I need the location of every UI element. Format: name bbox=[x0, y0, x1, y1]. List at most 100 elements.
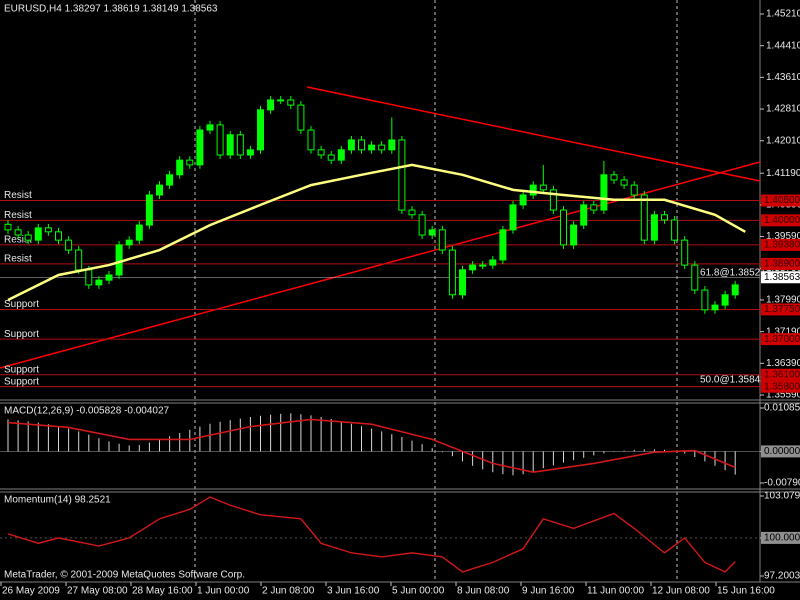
candle-body bbox=[307, 129, 315, 151]
candle-body bbox=[287, 99, 295, 106]
candle-body bbox=[469, 264, 477, 271]
price-label: 1.41190 bbox=[766, 168, 800, 179]
date-label: 15 Jun 16:00 bbox=[717, 586, 775, 597]
momentum-line bbox=[7, 496, 736, 573]
candle-body bbox=[701, 289, 709, 311]
trend-line bbox=[306, 86, 761, 182]
candle-body bbox=[14, 229, 22, 236]
level-tag bbox=[761, 333, 800, 346]
candle-body bbox=[539, 184, 547, 191]
momentum-title: Momentum(14) 98.2521 bbox=[4, 495, 111, 506]
date-label: 11 Jun 00:00 bbox=[587, 586, 645, 597]
candle-body bbox=[75, 249, 83, 271]
candle-body bbox=[590, 204, 598, 211]
moving-average bbox=[7, 163, 746, 302]
level-label: 1.37000 bbox=[764, 334, 800, 345]
candle-body bbox=[580, 204, 588, 226]
candle-body bbox=[560, 209, 567, 246]
current-price-tag bbox=[761, 271, 800, 284]
candle-body bbox=[711, 304, 719, 311]
date-label: 12 Jun 08:00 bbox=[652, 586, 710, 597]
candle-body bbox=[236, 134, 244, 156]
candle-body bbox=[671, 219, 679, 241]
candle-body bbox=[610, 174, 618, 181]
candle-body bbox=[438, 229, 446, 251]
candle-body bbox=[317, 149, 325, 156]
level-tag bbox=[761, 380, 800, 393]
candle-body bbox=[368, 144, 376, 151]
date-label: 2 Jun 08:00 bbox=[262, 586, 315, 597]
macd-axis-label: 0.000000 bbox=[764, 446, 800, 457]
candle-body bbox=[398, 139, 406, 211]
level-tag bbox=[761, 368, 800, 381]
level-label: 1.40000 bbox=[764, 215, 800, 226]
candle-body bbox=[206, 124, 214, 131]
candle-body bbox=[196, 129, 204, 166]
candle-body bbox=[358, 139, 365, 151]
level-tag bbox=[761, 257, 800, 270]
copyright: MetaTrader, © 2001-2009 MetaQuotes Softw… bbox=[4, 570, 245, 581]
candle-body bbox=[216, 124, 224, 156]
candle-body bbox=[570, 224, 578, 246]
candle-body bbox=[34, 227, 42, 241]
price-label: 1.44410 bbox=[766, 40, 800, 51]
candle-body bbox=[4, 223, 12, 231]
fibo-label: 61.8@1.38521 bbox=[700, 268, 766, 279]
momentum-axis-label: 103.0795 bbox=[764, 491, 800, 502]
candle-body bbox=[549, 189, 557, 211]
level-tag bbox=[761, 194, 800, 207]
candle-body bbox=[246, 149, 254, 156]
level-name: Support bbox=[4, 329, 39, 340]
price-label: 1.45210 bbox=[766, 9, 800, 20]
level-label: 1.40500 bbox=[764, 195, 800, 206]
zero-tag bbox=[761, 445, 800, 458]
macd-title: MACD(12,26,9) -0.005828 -0.004027 bbox=[4, 406, 170, 417]
candle-body bbox=[650, 214, 658, 241]
level-label: 1.37750 bbox=[764, 304, 800, 315]
candle-body bbox=[347, 139, 355, 151]
candle-body bbox=[65, 239, 73, 251]
candle-body bbox=[529, 184, 537, 196]
level-tag bbox=[761, 303, 800, 316]
level-label: 1.39380 bbox=[764, 240, 800, 251]
candle-body bbox=[691, 264, 699, 291]
level-tag bbox=[761, 214, 800, 227]
candle-body bbox=[408, 209, 416, 216]
candle-body bbox=[24, 234, 32, 241]
price-label: 1.36390 bbox=[766, 358, 800, 369]
candle-body bbox=[95, 279, 103, 286]
candle-body bbox=[125, 239, 133, 246]
candle-body bbox=[459, 269, 466, 296]
candle-body bbox=[731, 284, 739, 296]
level-tag bbox=[761, 531, 800, 544]
macd-signal bbox=[7, 418, 736, 474]
date-label: 3 Jun 16:00 bbox=[327, 586, 380, 597]
candle-body bbox=[499, 229, 507, 261]
price-label: 1.42810 bbox=[766, 104, 800, 115]
level-tag bbox=[761, 238, 800, 251]
candle-body bbox=[448, 249, 456, 296]
candle-body bbox=[600, 174, 608, 211]
level-name: Resist bbox=[4, 254, 32, 265]
date-label: 27 May 08:00 bbox=[67, 586, 128, 597]
level-label: 1.35800 bbox=[764, 381, 800, 392]
candle-body bbox=[297, 104, 305, 131]
candle-body bbox=[156, 184, 163, 196]
candle-body bbox=[428, 229, 436, 236]
date-label: 8 Jun 08:00 bbox=[457, 586, 510, 597]
momentum-axis-label: 97.2003 bbox=[764, 571, 800, 582]
candle-body bbox=[186, 159, 194, 166]
price-label: 1.35590 bbox=[766, 390, 800, 401]
candle-body bbox=[257, 109, 264, 151]
level-name: Resist bbox=[4, 210, 32, 221]
candle-body bbox=[105, 274, 113, 281]
price-label: 1.37190 bbox=[766, 326, 800, 337]
candle-body bbox=[479, 264, 487, 267]
price-label: 1.37990 bbox=[766, 295, 800, 306]
candle-body bbox=[115, 244, 123, 276]
candle-body bbox=[721, 294, 729, 306]
level-label: 1.36100 bbox=[764, 369, 800, 380]
date-label: 26 May 2009 bbox=[2, 586, 60, 597]
